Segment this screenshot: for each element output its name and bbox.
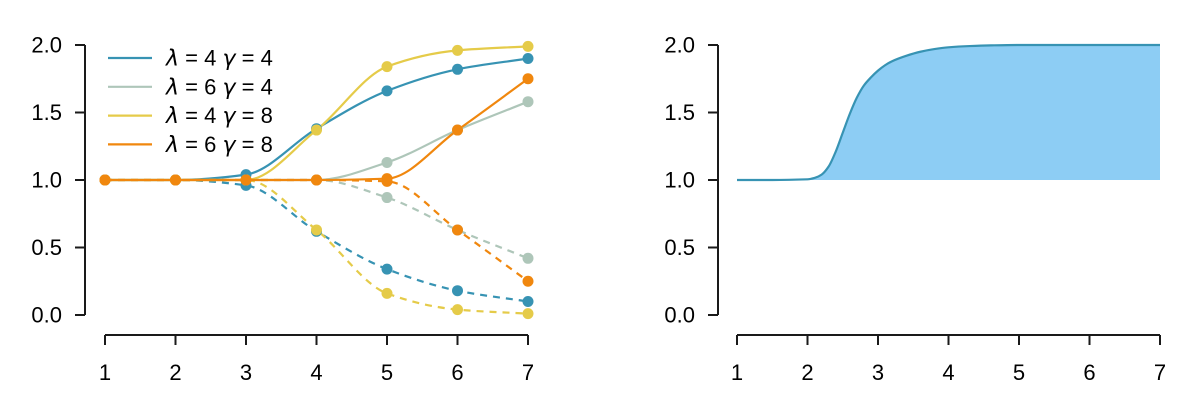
data-point (522, 53, 534, 64)
x-tick-label: 2 (169, 360, 181, 385)
x-axis: 1 2 3 4 5 6 7 (99, 334, 534, 385)
data-point (452, 304, 463, 316)
x-tick-label: 7 (522, 360, 534, 385)
y-axis: 0.0 0.5 1.0 1.5 2.0 (664, 33, 719, 328)
data-point (381, 175, 393, 187)
data-point (381, 263, 393, 275)
legend-entry: λ = 4 γ = 4 (108, 46, 273, 72)
data-point (522, 296, 534, 307)
data-point (522, 275, 534, 287)
legend-label: λ = 4 γ = 4 (165, 46, 273, 72)
data-point (311, 124, 322, 136)
area-fill (737, 45, 1160, 180)
legend: λ = 4 γ = 4λ = 6 γ = 4 λ = 4 γ = 8 λ = 6 γ… (108, 46, 273, 158)
y-tick-label: 0.0 (664, 303, 695, 328)
data-point (522, 73, 534, 85)
data-point (452, 124, 463, 136)
data-point (381, 85, 393, 97)
data-point (452, 63, 463, 75)
y-tick-label: 1.5 (31, 100, 62, 125)
x-tick-label: 3 (872, 360, 884, 385)
data-point (381, 156, 393, 168)
y-tick-label: 1.0 (664, 168, 695, 193)
x-tick-label: 5 (381, 360, 393, 385)
legend-entry: λ = 6 γ = 8 (108, 132, 273, 158)
x-tick-label: 6 (1083, 360, 1095, 385)
left-panel: 0.00.51.01.52.01 2 3 4 5 6 7λ = 4 γ = 4λ = 6 γ… (31, 33, 534, 386)
legend-entry: λ = 6 γ = 4 (108, 74, 273, 100)
data-point (381, 61, 393, 73)
data-point (311, 174, 322, 186)
x-tick-label: 3 (240, 360, 252, 385)
x-tick-label: 2 (801, 360, 813, 385)
data-point (522, 308, 534, 320)
data-point (381, 287, 393, 299)
area-outline (737, 43, 1160, 182)
data-point (452, 224, 463, 236)
x-tick-label: 1 (731, 360, 743, 385)
data-point (381, 192, 393, 204)
series-line-dashed (105, 178, 529, 315)
y-tick-label: 1.5 (664, 100, 695, 125)
data-point (240, 174, 252, 186)
data-point (170, 174, 181, 186)
area-series (737, 43, 1160, 182)
data-point (452, 285, 463, 297)
legend-label: λ = 6 γ = 4 (165, 74, 273, 100)
y-tick-label: 2.0 (664, 33, 695, 58)
right-panel: 0.0 0.5 1.0 1.5 2.0 1 2 3 4 5 6 7 (664, 33, 1166, 386)
legend-label: λ = 4 γ = 8 (165, 103, 273, 129)
series-line-dashed (105, 178, 529, 303)
x-tick-label: 7 (1154, 360, 1166, 385)
data-point (522, 96, 534, 108)
series-line-dashed (105, 178, 529, 260)
x-tick-label: 1 (99, 360, 111, 385)
y-tick-label: 0.0 (31, 303, 62, 328)
legend-entry: λ = 4 γ = 8 (108, 103, 273, 129)
x-tick-label: 4 (942, 360, 954, 385)
legend-label: λ = 6 γ = 8 (165, 132, 273, 158)
data-point (522, 252, 534, 264)
y-axis: 0.0 0.5 1.0 1.5 2.0 (31, 33, 86, 328)
x-axis: 1 2 3 4 5 6 7 (731, 334, 1166, 385)
x-tick-label: 4 (310, 360, 322, 385)
series-markers (99, 40, 534, 320)
y-tick-label: 1.0 (31, 168, 62, 193)
data-point (522, 40, 534, 52)
y-tick-label: 0.5 (664, 235, 695, 260)
x-tick-label: 5 (1013, 360, 1025, 385)
y-tick-label: 2.0 (31, 33, 62, 58)
y-tick-label: 0.5 (31, 235, 62, 260)
data-point (452, 44, 463, 56)
data-point (99, 174, 111, 186)
data-point (311, 224, 322, 236)
x-tick-label: 6 (451, 360, 463, 385)
